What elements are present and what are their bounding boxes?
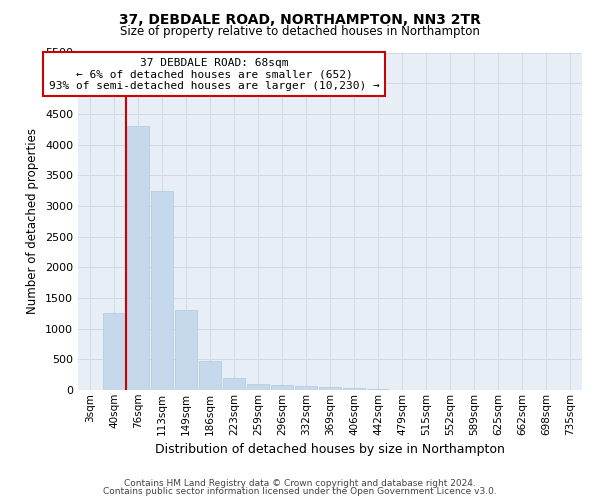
Bar	[223, 378, 245, 390]
Bar	[127, 126, 149, 390]
Bar	[271, 385, 293, 390]
Bar	[103, 314, 125, 390]
Text: Contains public sector information licensed under the Open Government Licence v3: Contains public sector information licen…	[103, 487, 497, 496]
Y-axis label: Number of detached properties: Number of detached properties	[26, 128, 40, 314]
Text: Size of property relative to detached houses in Northampton: Size of property relative to detached ho…	[120, 25, 480, 38]
Bar	[343, 388, 365, 390]
Bar	[319, 387, 341, 390]
Bar	[199, 360, 221, 390]
Bar	[151, 190, 173, 390]
Text: 37, DEBDALE ROAD, NORTHAMPTON, NN3 2TR: 37, DEBDALE ROAD, NORTHAMPTON, NN3 2TR	[119, 12, 481, 26]
Bar	[295, 386, 317, 390]
X-axis label: Distribution of detached houses by size in Northampton: Distribution of detached houses by size …	[155, 443, 505, 456]
Bar	[367, 389, 389, 390]
Bar	[247, 384, 269, 390]
Text: 37 DEBDALE ROAD: 68sqm
← 6% of detached houses are smaller (652)
93% of semi-det: 37 DEBDALE ROAD: 68sqm ← 6% of detached …	[49, 58, 379, 91]
Text: Contains HM Land Registry data © Crown copyright and database right 2024.: Contains HM Land Registry data © Crown c…	[124, 478, 476, 488]
Bar	[175, 310, 197, 390]
